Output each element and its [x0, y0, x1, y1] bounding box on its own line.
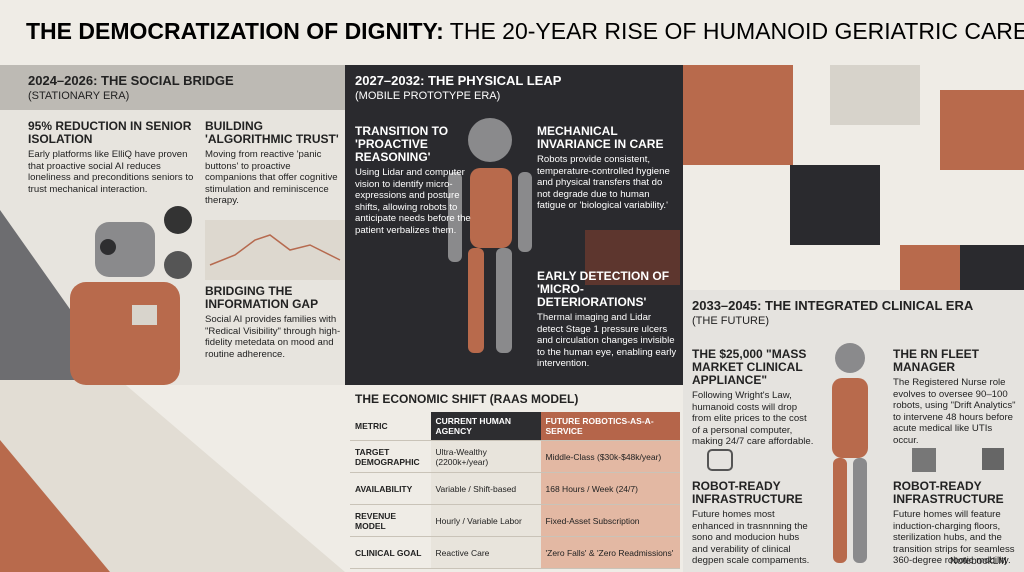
table-header-row: METRIC CURRENT HUMAN AGENCY FUTURE ROBOTIC…: [350, 412, 680, 441]
block-heading: THE RN FLEET MANAGER: [893, 347, 979, 374]
section-subtitle: (THE FUTURE): [692, 315, 769, 327]
title-bold: THE DEMOCRATIZATION OF DIGNITY:: [26, 18, 444, 44]
table-row: AVAILABILITY Variable / Shift-based 168 Ho…: [350, 472, 680, 505]
block: EARLY DETECTION OF 'MICRO-DETERIORATIONS…: [537, 270, 679, 370]
block-text: Robots provide consistent, temperature-c…: [537, 154, 670, 211]
block: ROBOT-READY INFRASTRUCTURE Future homes m…: [692, 480, 814, 567]
block-text: Moving from reactive 'panic buttons' to …: [205, 149, 338, 206]
block: TRANSITION TO 'PROACTIVE REASONING' Using…: [355, 125, 480, 236]
table-cell: Ultra-Wealthy (2200k+/year): [430, 440, 541, 473]
block-heading: TRANSITION TO 'PROACTIVE REASONING': [355, 124, 449, 164]
title: THE DEMOCRATIZATION OF DIGNITY: THE 20-Y…: [26, 18, 1024, 45]
table-cell: Reactive Care: [430, 536, 541, 569]
table-header-cell: METRIC: [350, 412, 431, 441]
section-subtitle: (MOBILE PROTOTYPE ERA): [355, 90, 501, 102]
table-cell: AVAILABILITY: [350, 472, 431, 505]
block-text: Future homes will feature induction-char…: [893, 509, 1015, 566]
block-heading: ROBOT-READY INFRASTRUCTURE: [893, 479, 1004, 506]
block: 95% REDUCTION IN SENIOR ISOLATION Early p…: [28, 120, 198, 195]
block-text: Using Lidar and computer vision to ident…: [355, 167, 471, 236]
block-heading: MECHANICAL INVARIANCE IN CARE: [537, 124, 664, 151]
block-heading: BRIDGING THE INFORMATION GAP: [205, 284, 319, 311]
block-text: Thermal imaging and Lidar detect Stage 1…: [537, 312, 677, 369]
block: THE $25,000 "MASS MARKET CLINICAL APPLIA…: [692, 348, 814, 448]
table-wrap: METRIC CURRENT HUMAN AGENCY FUTURE ROBOTIC…: [350, 412, 680, 569]
block: THE RN FLEET MANAGER The Registered Nurse…: [893, 348, 1018, 446]
block: BRIDGING THE INFORMATION GAP Social AI pr…: [205, 285, 343, 360]
section-title: 2033–2045: THE INTEGRATED CLINICAL ERA: [692, 298, 974, 313]
block-heading: 95% REDUCTION IN SENIOR ISOLATION: [28, 119, 192, 146]
section-subtitle: (STATIONARY ERA): [28, 90, 130, 102]
section-title: 2027–2032: THE PHYSICAL LEAP: [355, 73, 562, 88]
footer: NotebookLM: [950, 556, 1007, 567]
table-cell: Fixed-Asset Subscription: [540, 504, 680, 537]
table-cell: Variable / Shift-based: [430, 472, 541, 505]
section-header: 2033–2045: THE INTEGRATED CLINICAL ERA (T…: [692, 298, 973, 328]
table-row: REVENUE MODEL Hourly / Variable Labor Fixe…: [350, 504, 680, 537]
block-heading: THE $25,000 "MASS MARKET CLINICAL APPLIA…: [692, 347, 807, 387]
table-header-cell: FUTURE ROBOTICS-AS-A-SERVICE: [540, 412, 680, 441]
title-rest: THE 20-YEAR RISE OF HUMANOID GERIATRIC C…: [449, 18, 1024, 44]
table-cell: 168 Hours / Week (24/7): [540, 472, 680, 505]
table-row: TARGET DEMOGRAPHIC Ultra-Wealthy (2200k+/…: [350, 440, 680, 473]
table-cell: REVENUE MODEL: [350, 504, 431, 537]
block-text: The Registered Nurse role evolves to ove…: [893, 377, 1016, 446]
table-cell: 'Zero Falls' & 'Zero Readmissions': [540, 536, 680, 569]
table-cell: Middle-Class ($30k-$48k/year): [540, 440, 680, 473]
table-cell: TARGET DEMOGRAPHIC: [350, 440, 431, 473]
block-text: Following Wright's Law, humanoid costs w…: [692, 390, 814, 447]
table-row: CLINICAL GOAL Reactive Care 'Zero Falls' &…: [350, 536, 680, 569]
section-header: 2027–2032: THE PHYSICAL LEAP (MOBILE PROT…: [355, 73, 561, 103]
section-title: 2024–2026: THE SOCIAL BRIDGE: [28, 73, 234, 88]
section-header: 2024–2026: THE SOCIAL BRIDGE (STATIONARY …: [28, 73, 234, 103]
table-title: THE ECONOMIC SHIFT (RAAS MODEL): [355, 392, 579, 406]
block: ROBOT-READY INFRASTRUCTURE Future homes w…: [893, 480, 1018, 567]
block: MECHANICAL INVARIANCE IN CARE Robots prov…: [537, 125, 677, 212]
block: BUILDING 'ALGORITHMIC TRUST' Moving from …: [205, 120, 343, 207]
block-heading: EARLY DETECTION OF 'MICRO-DETERIORATIONS…: [537, 269, 670, 309]
block-text: Early platforms like ElliQ have proven t…: [28, 149, 194, 195]
block-text: Social AI provides families with "Redica…: [205, 314, 341, 360]
block-heading: BUILDING 'ALGORITHMIC TRUST': [205, 119, 339, 146]
table-cell: CLINICAL GOAL: [350, 536, 431, 569]
block-heading: ROBOT-READY INFRASTRUCTURE: [692, 479, 803, 506]
table-header-cell: CURRENT HUMAN AGENCY: [430, 412, 541, 441]
table-cell: Hourly / Variable Labor: [430, 504, 541, 537]
block-text: Future homes most enhanced in trasnnning…: [692, 509, 810, 566]
table: METRIC CURRENT HUMAN AGENCY FUTURE ROBOTIC…: [350, 412, 680, 569]
